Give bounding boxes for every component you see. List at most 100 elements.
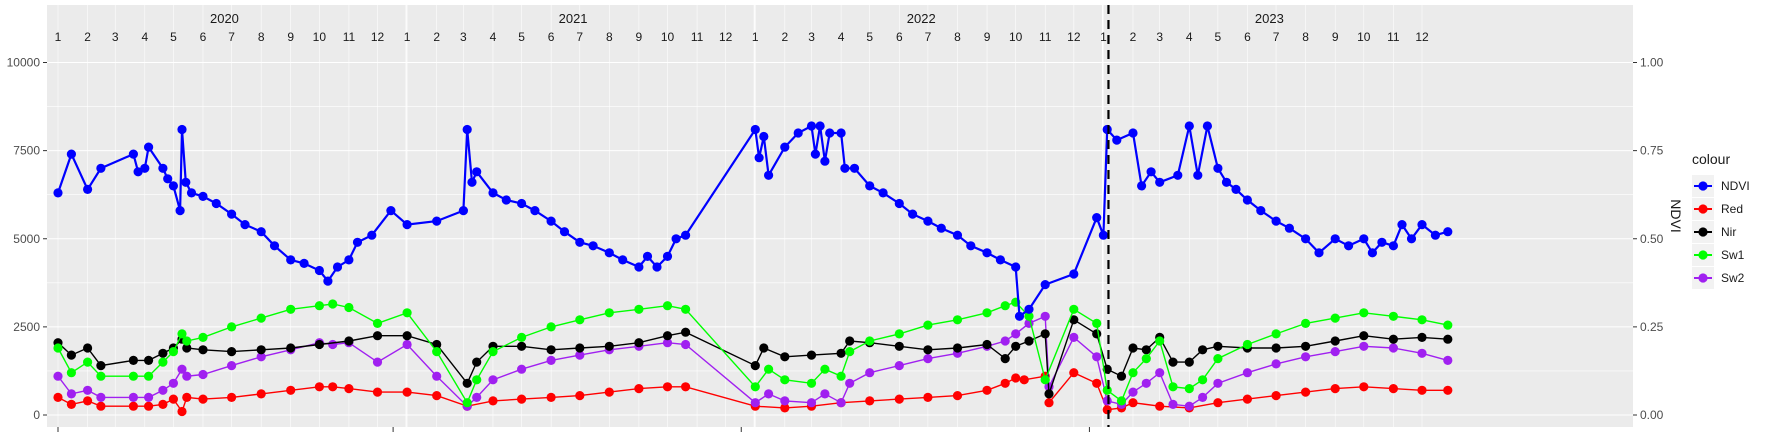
legend-label-sw2: Sw2 bbox=[1721, 271, 1745, 285]
data-point-sw2 bbox=[845, 378, 855, 388]
data-point-ndvi bbox=[530, 206, 540, 216]
data-point-ndvi bbox=[1271, 216, 1281, 226]
data-point-sw1 bbox=[256, 313, 266, 323]
data-point-red bbox=[314, 382, 324, 392]
data-point-ndvi bbox=[186, 188, 197, 198]
data-point-ndvi bbox=[966, 241, 976, 251]
x-axis bbox=[57, 427, 1090, 432]
month-label: 4 bbox=[838, 30, 845, 44]
data-point-red bbox=[1000, 378, 1010, 388]
data-point-nir bbox=[1024, 336, 1034, 346]
data-point-nir bbox=[1141, 345, 1151, 355]
data-point-ndvi bbox=[314, 265, 324, 276]
data-point-ndvi bbox=[1359, 234, 1369, 244]
data-point-ndvi bbox=[1112, 135, 1122, 145]
data-point-sw2 bbox=[820, 389, 830, 399]
data-point-nir bbox=[750, 361, 760, 371]
data-point-ndvi bbox=[1213, 163, 1223, 173]
data-point-red bbox=[227, 392, 237, 402]
data-point-sw2 bbox=[1092, 352, 1102, 362]
data-point-nir bbox=[546, 345, 556, 355]
month-label: 9 bbox=[287, 30, 294, 44]
data-point-red bbox=[865, 396, 875, 406]
month-label: 3 bbox=[460, 30, 467, 44]
data-point-sw2 bbox=[764, 389, 774, 399]
data-point-sw2 bbox=[1417, 348, 1427, 358]
data-point-red bbox=[894, 394, 904, 404]
data-point-sw1 bbox=[923, 320, 933, 330]
data-point-sw1 bbox=[128, 371, 138, 381]
month-label: 6 bbox=[896, 30, 903, 44]
data-point-nir bbox=[1092, 329, 1102, 339]
month-label: 5 bbox=[866, 30, 873, 44]
data-point-ndvi bbox=[1367, 248, 1377, 258]
data-point-sw1 bbox=[806, 378, 817, 388]
data-point-sw1 bbox=[982, 308, 992, 318]
data-point-red bbox=[144, 401, 154, 411]
data-point-red bbox=[1069, 368, 1079, 378]
data-point-red bbox=[1011, 373, 1021, 383]
data-point-nir bbox=[83, 343, 93, 353]
data-point-ndvi bbox=[575, 237, 585, 247]
data-point-sw2 bbox=[96, 392, 106, 402]
data-point-ndvi bbox=[1221, 177, 1232, 187]
data-point-nir bbox=[1168, 357, 1178, 367]
data-point-sw1 bbox=[952, 315, 963, 325]
data-point-sw2 bbox=[472, 392, 482, 402]
data-point-sw1 bbox=[1155, 336, 1165, 346]
data-point-nir bbox=[662, 331, 673, 341]
data-point-nir bbox=[1417, 332, 1427, 342]
data-point-ndvi bbox=[53, 188, 63, 198]
data-point-sw2 bbox=[1040, 311, 1050, 321]
data-point-nir bbox=[923, 345, 933, 355]
data-point-ndvi bbox=[1388, 241, 1398, 251]
data-point-sw1 bbox=[472, 375, 482, 385]
legend-key-dot bbox=[1698, 227, 1708, 237]
data-point-red bbox=[604, 387, 614, 397]
data-point-nir bbox=[982, 339, 992, 350]
data-point-sw1 bbox=[182, 336, 192, 346]
data-point-red bbox=[517, 394, 527, 404]
month-label: 7 bbox=[576, 30, 583, 44]
data-point-nir bbox=[286, 343, 296, 353]
data-point-ndvi bbox=[458, 206, 468, 216]
legend-label-red: Red bbox=[1721, 202, 1743, 216]
data-point-sw2 bbox=[865, 368, 875, 378]
data-point-ndvi bbox=[501, 195, 511, 205]
data-point-sw1 bbox=[286, 304, 296, 314]
data-point-ndvi bbox=[750, 124, 760, 135]
data-point-ndvi bbox=[995, 255, 1006, 265]
data-point-red bbox=[402, 387, 412, 397]
data-point-nir bbox=[372, 331, 383, 341]
data-point-nir bbox=[806, 350, 817, 360]
data-point-ndvi bbox=[764, 170, 774, 180]
data-point-ndvi bbox=[681, 230, 691, 240]
data-point-sw2 bbox=[1141, 378, 1151, 388]
data-point-ndvi bbox=[256, 227, 266, 237]
data-point-nir bbox=[432, 339, 442, 350]
legend-key-dot bbox=[1698, 250, 1708, 260]
data-point-sw2 bbox=[488, 375, 498, 385]
data-point-ndvi bbox=[177, 124, 187, 135]
month-label: 9 bbox=[636, 30, 643, 44]
data-point-ndvi bbox=[140, 163, 150, 173]
month-label: 4 bbox=[1186, 30, 1193, 44]
data-point-ndvi bbox=[952, 230, 963, 240]
data-point-sw1 bbox=[1168, 382, 1178, 392]
year-label: 2020 bbox=[210, 11, 239, 26]
data-point-ndvi bbox=[367, 230, 377, 240]
data-point-ndvi bbox=[1092, 213, 1102, 223]
data-point-nir bbox=[96, 361, 106, 371]
month-label: 8 bbox=[1302, 30, 1309, 44]
data-point-nir bbox=[604, 341, 614, 351]
data-point-sw2 bbox=[1168, 399, 1178, 409]
data-point-nir bbox=[1011, 341, 1021, 351]
data-point-sw2 bbox=[780, 396, 790, 406]
data-point-ndvi bbox=[83, 184, 93, 194]
data-point-nir bbox=[575, 343, 585, 353]
month-label: 11 bbox=[691, 30, 704, 44]
data-point-nir bbox=[182, 343, 192, 353]
month-label: 2 bbox=[433, 30, 440, 44]
data-point-sw1 bbox=[462, 398, 472, 408]
series-layer bbox=[53, 121, 1453, 417]
